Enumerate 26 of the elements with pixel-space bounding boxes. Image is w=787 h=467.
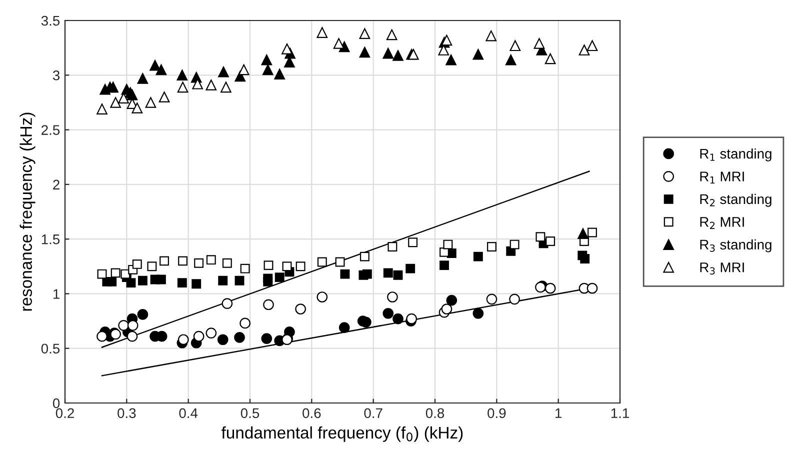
- x-tick-label: 0.9: [488, 408, 506, 418]
- legend-label: R$_{2}$ MRI: [700, 217, 744, 229]
- x-tick-label: 1.1: [611, 408, 629, 418]
- legend-label: R$_{3}$ MRI: [700, 262, 744, 275]
- y-tick-label: 2.5: [42, 125, 60, 135]
- legend-label: R$_{3}$ standing: [700, 239, 772, 252]
- y-axis-title: resonance frequency (kHz): [20, 112, 36, 311]
- y-tick-label: 0: [52, 398, 60, 408]
- y-tick-label: 1: [53, 289, 60, 299]
- y-tick-label: 3.5: [41, 16, 60, 26]
- x-axis-title: fundamental frequency (f$_{0}$) (kHz): [221, 426, 463, 442]
- legend-label: R$_{1}$ MRI: [700, 172, 744, 184]
- legend-label: R$_{2}$ standing: [700, 194, 772, 207]
- y-tick-label: 2: [53, 180, 60, 190]
- legend-label: R$_{1}$ standing: [700, 148, 772, 162]
- x-tick-label: 0.3: [118, 408, 136, 418]
- x-tick-label: 0.4: [179, 408, 198, 418]
- y-tick-label: 0.5: [41, 344, 60, 354]
- y-tick-label: 3: [52, 70, 60, 80]
- x-tick-label: 1: [556, 408, 562, 418]
- x-tick-label: 0.5: [240, 408, 260, 418]
- x-tick-label: 0.8: [426, 408, 444, 418]
- x-tick-label: 0.7: [364, 408, 382, 418]
- x-tick-label: 0.6: [302, 408, 321, 418]
- y-tick-label: 1.5: [42, 234, 60, 244]
- x-tick-label: 0.2: [56, 408, 74, 418]
